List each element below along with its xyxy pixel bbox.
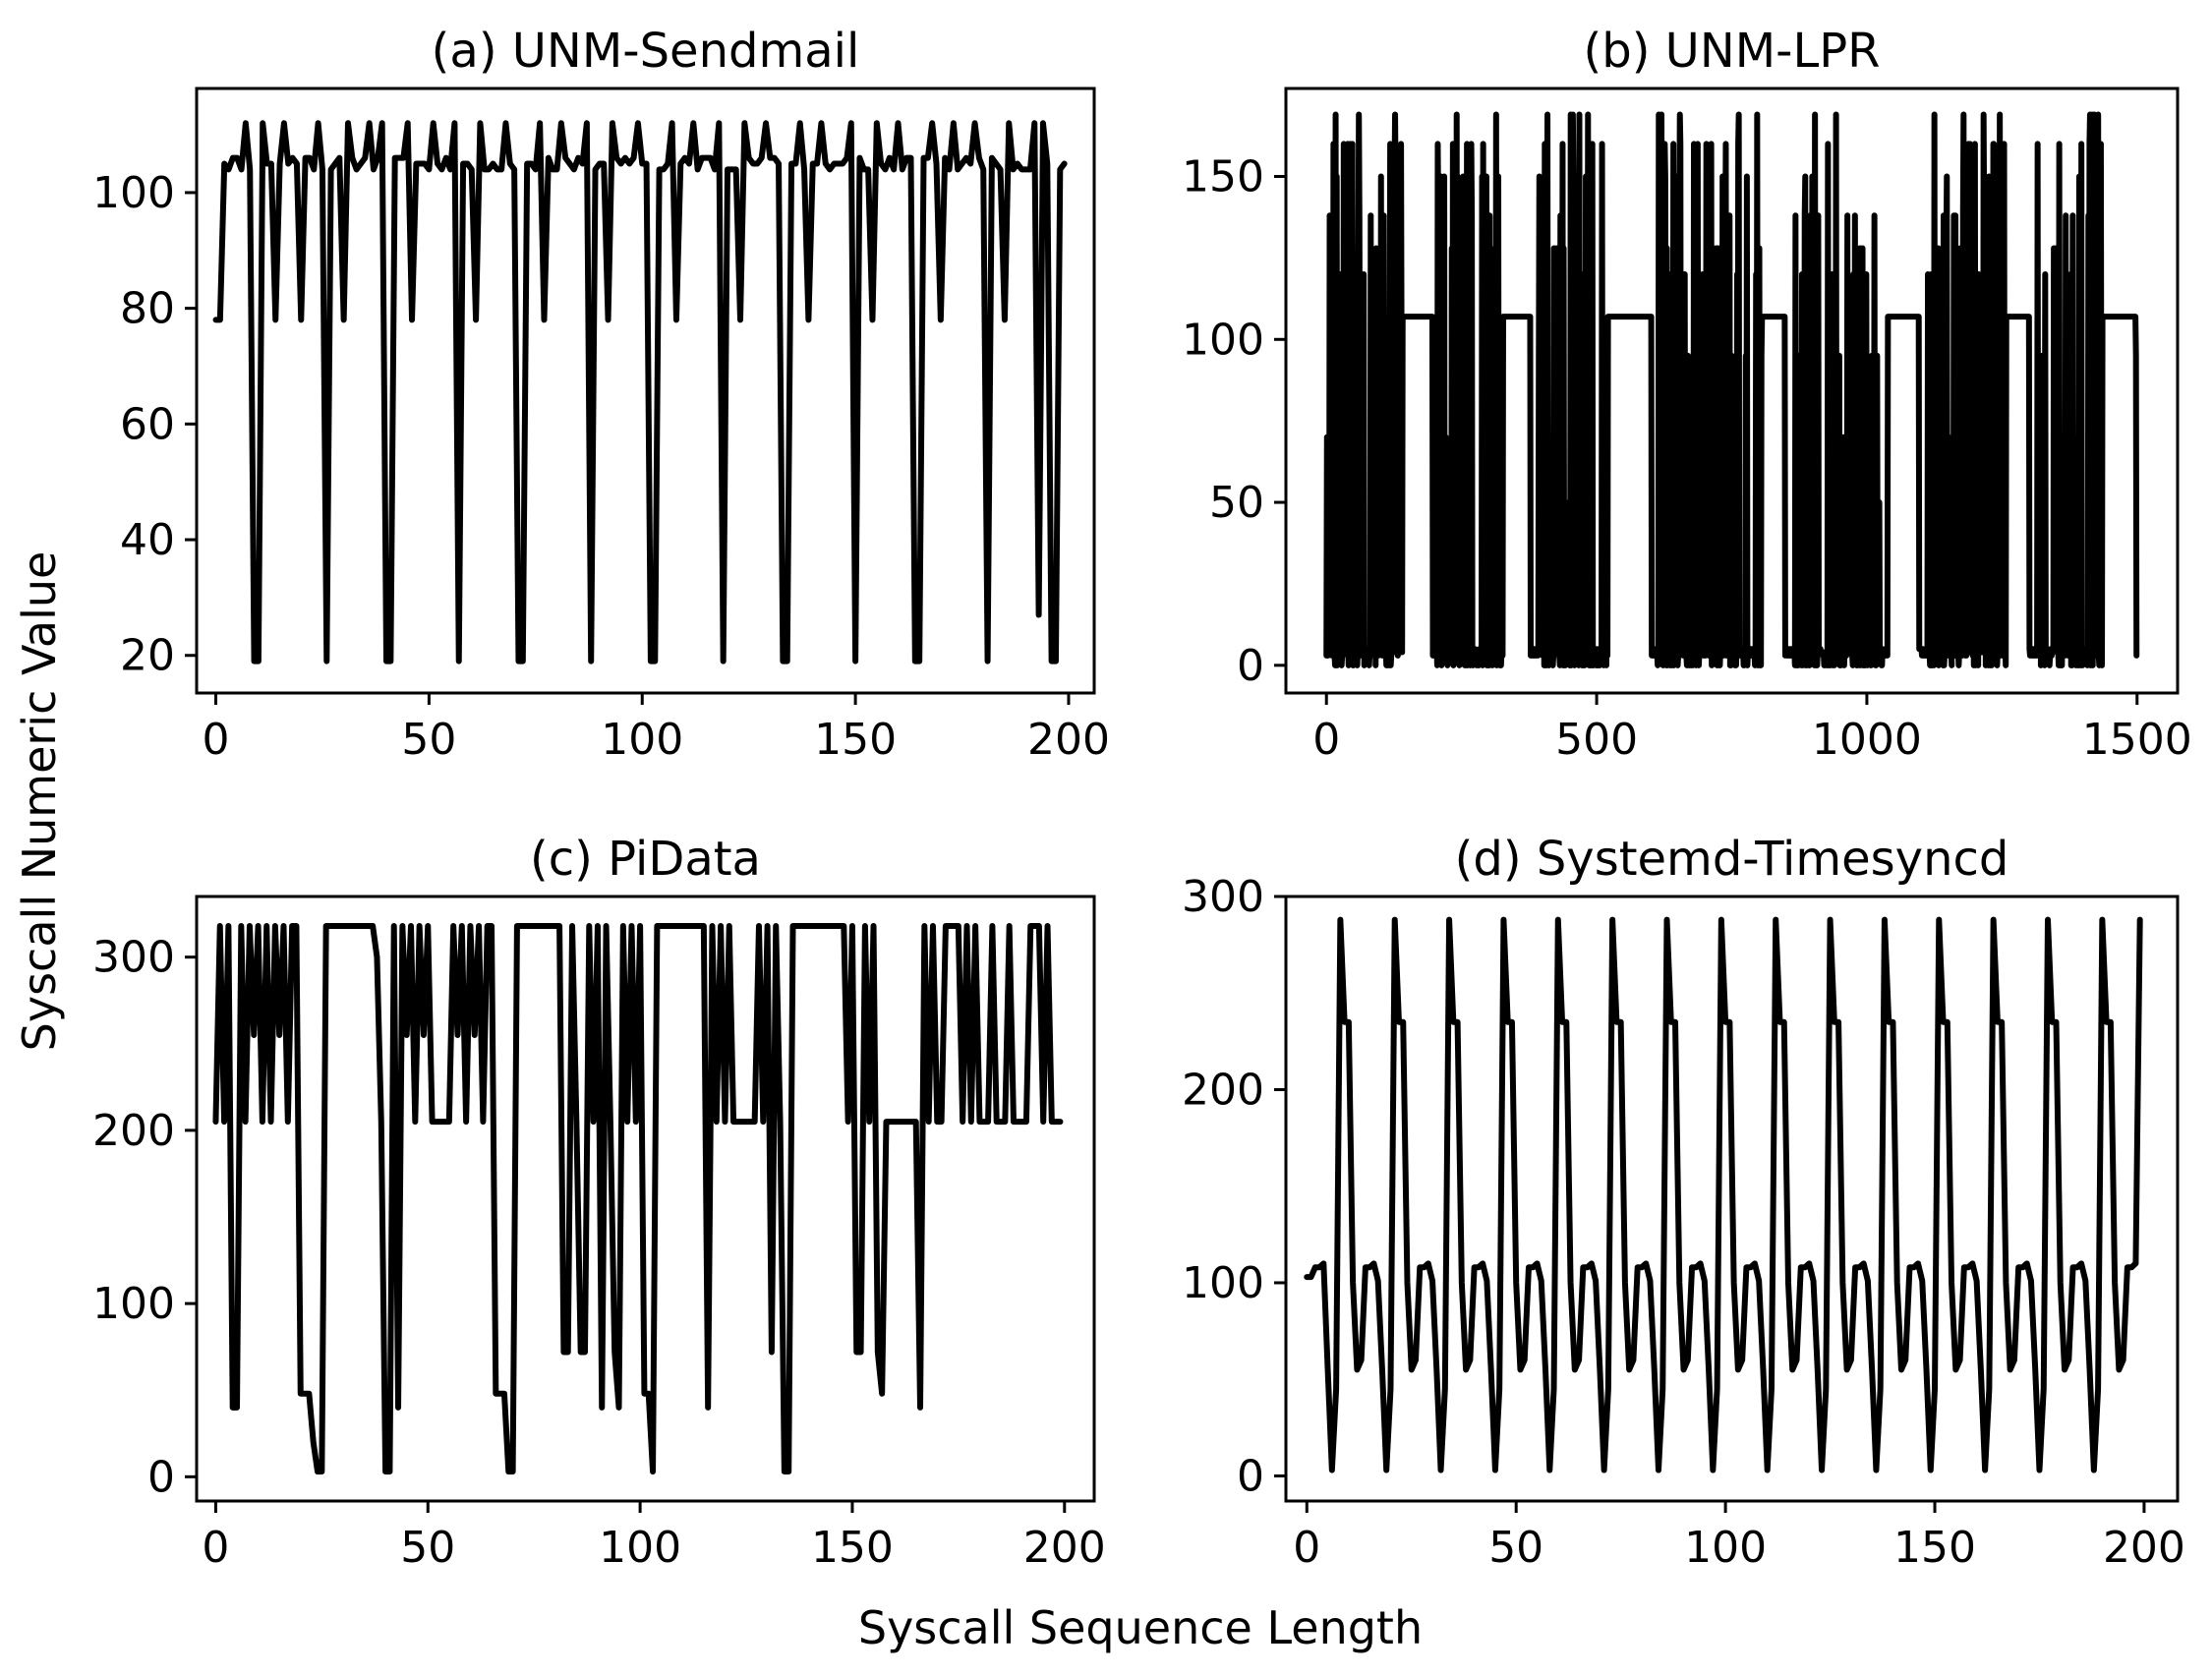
x-tick-label: 100 (601, 715, 683, 765)
panel-3: (c) PiData 0 50 100 150 200 0 100 200 300 (92, 832, 1106, 1573)
panel-title: (d) Systemd-Timesyncd (1455, 832, 2009, 887)
y-tick-label: 300 (92, 933, 175, 983)
x-tick-label: 0 (202, 1523, 229, 1573)
y-tick-label: 0 (1237, 1451, 1264, 1501)
panel-4: (d) Systemd-Timesyncd 0 50 100 150 200 0 100 200… (1182, 832, 2185, 1573)
x-tick-label: 1500 (2082, 715, 2192, 765)
x-tick-label: 150 (1893, 1523, 1976, 1573)
panel-title: (c) PiData (530, 832, 761, 887)
y-tick-label: 50 (1209, 478, 1264, 528)
y-tick-label: 150 (1182, 152, 1264, 202)
x-tick-label: 0 (1293, 1523, 1320, 1573)
x-tick-label: 100 (599, 1523, 681, 1573)
y-tick-label: 40 (120, 515, 175, 565)
series-line (1304, 916, 2143, 1474)
plot-frame (195, 895, 1096, 1503)
x-tick-label: 500 (1555, 715, 1638, 765)
x-tick-label: 0 (203, 715, 230, 765)
series-line (1323, 111, 2140, 668)
x-tick-label: 50 (400, 1523, 455, 1573)
x-tick-label: 200 (2103, 1523, 2185, 1573)
x-tick-label: 50 (1488, 1523, 1543, 1573)
panel-title: (b) UNM-LPR (1584, 24, 1881, 79)
y-tick-label: 20 (120, 631, 175, 681)
x-tick-label: 0 (1312, 715, 1340, 765)
x-tick-label: 200 (1027, 715, 1110, 765)
x-tick-label: 150 (814, 715, 897, 765)
series-line (212, 120, 1068, 665)
plot-frame (1284, 895, 2180, 1503)
panel-2: (b) UNM-LPR 0 500 1000 1500 0 50 100 150 (1182, 24, 2192, 765)
panel-1: (a) UNM-Sendmail 0 50 100 150 200 20 40 60 80 100 (92, 24, 1110, 765)
plot-frame (195, 87, 1096, 695)
y-tick-label: 200 (92, 1106, 175, 1156)
x-tick-label: 50 (401, 715, 456, 765)
y-axis-label: Syscall Numeric Value (13, 551, 66, 1052)
y-tick-label: 100 (1182, 1258, 1264, 1308)
y-tick-label: 0 (147, 1452, 175, 1502)
x-axis-label: Syscall Sequence Length (858, 1601, 1423, 1654)
y-tick-label: 100 (1182, 315, 1264, 365)
y-tick-label: 200 (1182, 1065, 1264, 1115)
x-tick-label: 100 (1684, 1523, 1767, 1573)
y-tick-label: 100 (92, 1279, 175, 1329)
panel-title: (a) UNM-Sendmail (432, 24, 860, 79)
x-tick-label: 200 (1023, 1523, 1106, 1573)
y-tick-label: 60 (120, 399, 175, 449)
y-tick-label: 300 (1182, 872, 1264, 922)
plot-frame (1284, 87, 2180, 695)
y-tick-label: 80 (120, 284, 175, 334)
x-tick-label: 1000 (1812, 715, 1922, 765)
x-tick-label: 150 (811, 1523, 894, 1573)
y-tick-label: 100 (92, 168, 175, 218)
series-line (212, 922, 1064, 1475)
y-tick-label: 0 (1237, 641, 1264, 691)
